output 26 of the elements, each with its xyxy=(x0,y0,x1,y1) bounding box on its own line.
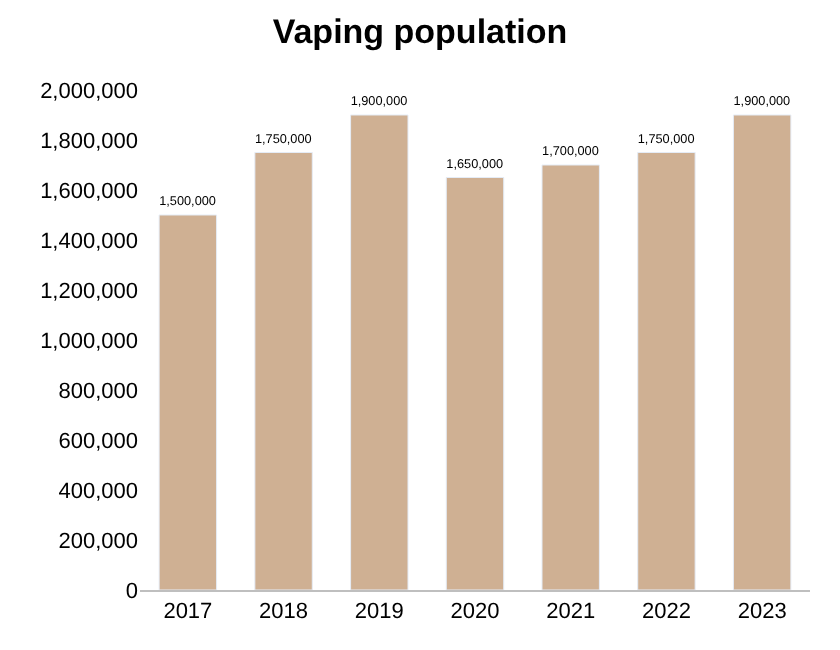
y-tick-label: 800,000 xyxy=(58,379,138,404)
y-tick-label: 1,200,000 xyxy=(40,279,138,304)
y-tick-label: 1,400,000 xyxy=(40,229,138,254)
bar xyxy=(541,164,600,590)
y-tick-label: 200,000 xyxy=(58,529,138,554)
y-tick-label: 400,000 xyxy=(58,479,138,504)
x-tick-label: 2017 xyxy=(163,600,213,625)
x-tick-label: 2022 xyxy=(641,600,691,625)
x-tick-label: 2018 xyxy=(259,600,309,625)
y-tick-label: 1,800,000 xyxy=(40,129,138,154)
bar xyxy=(254,152,313,590)
bar xyxy=(445,177,505,590)
y-tick-label: 1,600,000 xyxy=(40,179,138,204)
x-tick-label: 2023 xyxy=(737,600,787,625)
x-tick-label: 2019 xyxy=(354,600,404,625)
bar xyxy=(350,114,409,590)
x-tick-label: 2021 xyxy=(546,600,596,625)
bar xyxy=(637,152,696,590)
bar xyxy=(732,114,792,590)
y-tick-label: 600,000 xyxy=(58,429,138,454)
bar xyxy=(158,214,218,590)
y-tick-label: 0 xyxy=(125,579,138,604)
y-tick-label: 1,000,000 xyxy=(40,329,138,354)
x-tick-label: 2020 xyxy=(450,600,500,625)
chart-title: Vaping population xyxy=(272,13,568,52)
y-tick-label: 2,000,000 xyxy=(40,79,138,104)
